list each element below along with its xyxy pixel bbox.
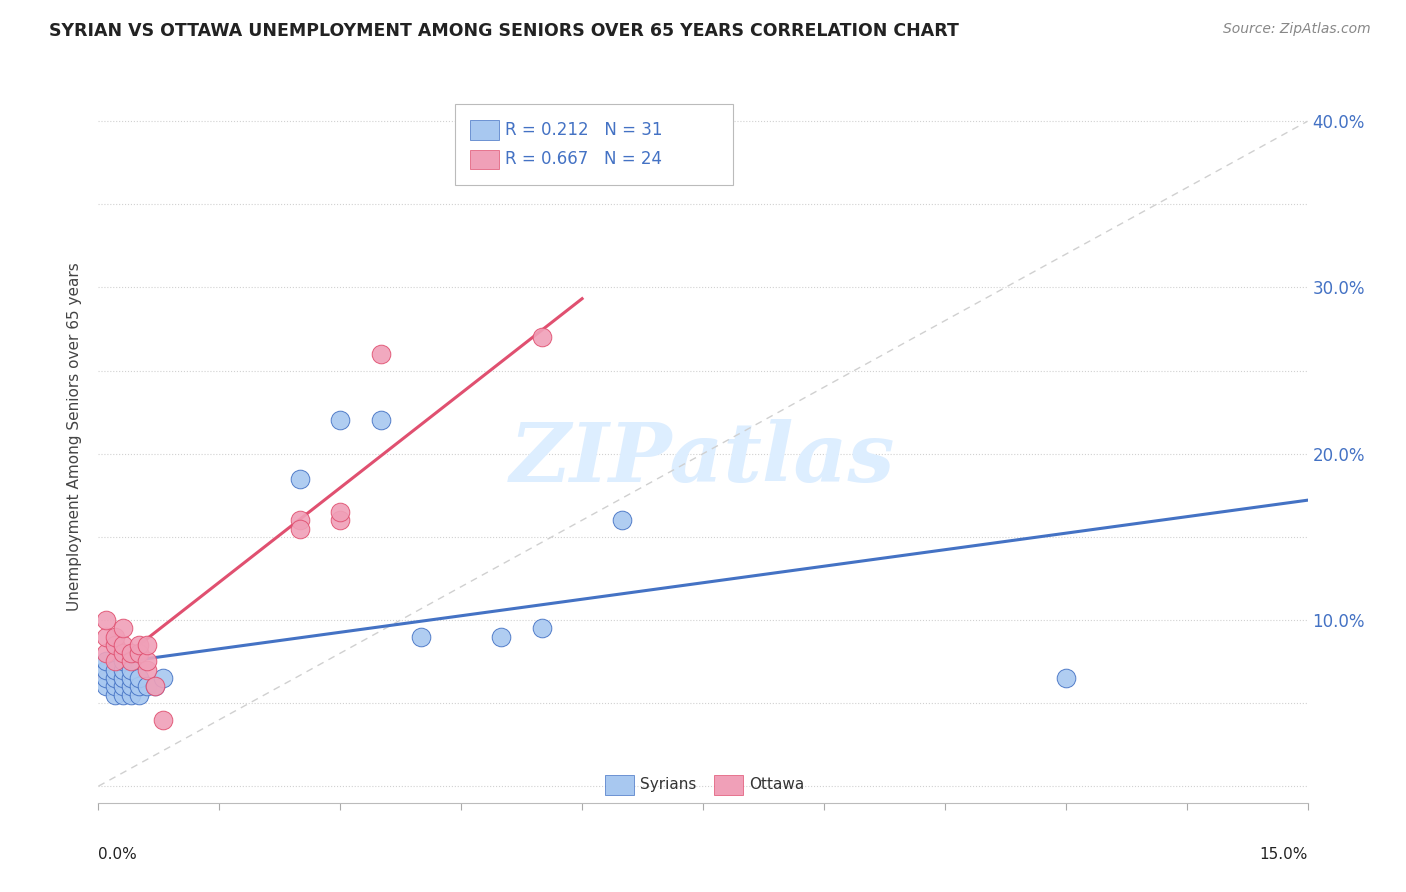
Point	[1054, 671, 1077, 685]
Point	[103, 663, 125, 677]
Point	[491, 630, 513, 644]
Text: 0.0%: 0.0%	[98, 847, 138, 862]
Point	[103, 630, 125, 644]
Point	[530, 330, 553, 344]
Point	[96, 663, 118, 677]
Point	[96, 671, 118, 685]
Point	[96, 680, 118, 694]
Point	[288, 472, 311, 486]
Point	[128, 671, 150, 685]
Point	[329, 413, 352, 427]
Text: SYRIAN VS OTTAWA UNEMPLOYMENT AMONG SENIORS OVER 65 YEARS CORRELATION CHART: SYRIAN VS OTTAWA UNEMPLOYMENT AMONG SENI…	[49, 22, 959, 40]
Text: Source: ZipAtlas.com: Source: ZipAtlas.com	[1223, 22, 1371, 37]
Point	[120, 680, 142, 694]
Point	[152, 713, 174, 727]
FancyBboxPatch shape	[456, 104, 734, 185]
Point	[111, 638, 134, 652]
Point	[111, 688, 134, 702]
Point	[103, 671, 125, 685]
Point	[103, 655, 125, 669]
Point	[530, 621, 553, 635]
FancyBboxPatch shape	[605, 775, 634, 795]
Point	[135, 655, 157, 669]
FancyBboxPatch shape	[714, 775, 742, 795]
Point	[370, 347, 392, 361]
Point	[120, 671, 142, 685]
Text: Syrians: Syrians	[640, 777, 696, 792]
Point	[103, 688, 125, 702]
Point	[103, 638, 125, 652]
Point	[128, 638, 150, 652]
Point	[143, 680, 166, 694]
Point	[329, 505, 352, 519]
Point	[409, 630, 432, 644]
Point	[111, 646, 134, 660]
Point	[612, 513, 634, 527]
Text: R = 0.667   N = 24: R = 0.667 N = 24	[505, 150, 662, 168]
Point	[143, 680, 166, 694]
Text: R = 0.212   N = 31: R = 0.212 N = 31	[505, 121, 662, 139]
FancyBboxPatch shape	[470, 150, 499, 169]
Point	[329, 513, 352, 527]
Point	[120, 655, 142, 669]
Point	[111, 671, 134, 685]
Point	[152, 671, 174, 685]
Point	[370, 413, 392, 427]
Point	[103, 680, 125, 694]
Point	[111, 621, 134, 635]
Point	[288, 521, 311, 535]
Point	[288, 513, 311, 527]
Text: 15.0%: 15.0%	[1260, 847, 1308, 862]
Point	[96, 646, 118, 660]
Point	[111, 655, 134, 669]
Point	[128, 688, 150, 702]
Point	[135, 680, 157, 694]
Point	[96, 655, 118, 669]
Point	[128, 646, 150, 660]
Point	[128, 680, 150, 694]
Point	[96, 613, 118, 627]
Point	[96, 630, 118, 644]
Point	[120, 688, 142, 702]
Point	[135, 663, 157, 677]
Point	[111, 663, 134, 677]
Y-axis label: Unemployment Among Seniors over 65 years: Unemployment Among Seniors over 65 years	[67, 263, 83, 611]
Text: ZIPatlas: ZIPatlas	[510, 419, 896, 499]
Point	[111, 680, 134, 694]
Point	[135, 638, 157, 652]
Point	[120, 646, 142, 660]
FancyBboxPatch shape	[470, 120, 499, 140]
Point	[120, 663, 142, 677]
Text: Ottawa: Ottawa	[749, 777, 804, 792]
